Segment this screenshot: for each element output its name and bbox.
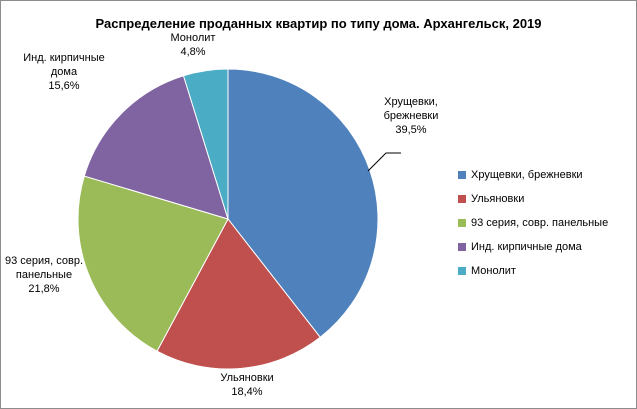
legend-swatch (458, 243, 466, 251)
legend-item: Монолит (458, 259, 633, 283)
legend-label: 93 серия, совр. панельные (471, 217, 609, 229)
data-label: Ульяновки 18,4% (220, 372, 273, 398)
leader-line (367, 152, 401, 172)
legend-swatch (458, 267, 466, 275)
pie-slice (156, 218, 321, 370)
legend-label: Инд. кирпичные дома (471, 241, 582, 253)
legend-item: 93 серия, совр. панельные (458, 211, 633, 235)
legend-label: Ульяновки (471, 193, 525, 205)
legend-item: Инд. кирпичные дома (458, 235, 633, 259)
pie-slice (77, 175, 229, 352)
legend-label: Монолит (471, 265, 516, 277)
chart-title: Распределение проданных квартир по типу … (95, 16, 542, 31)
data-label: Хрущевки, брежневки 39,5% (384, 96, 439, 136)
legend-swatch (458, 219, 466, 227)
pie-slice (227, 68, 379, 338)
legend-item: Ульяновки (458, 187, 633, 211)
legend-label: Хрущевки, брежневки (471, 169, 583, 181)
legend-swatch (458, 195, 466, 203)
data-label: Монолит 4,8% (171, 32, 216, 58)
pie-slice (182, 68, 229, 220)
pie-slice (83, 75, 229, 220)
data-label: 93 серия, совр. панельные 21,8% (5, 255, 83, 295)
legend-swatch (458, 171, 466, 179)
data-label: Инд. кирпичные дома 15,6% (23, 52, 105, 92)
legend: Хрущевки, брежневки Ульяновки 93 серия, со… (458, 163, 633, 283)
legend-item: Хрущевки, брежневки (458, 163, 633, 187)
